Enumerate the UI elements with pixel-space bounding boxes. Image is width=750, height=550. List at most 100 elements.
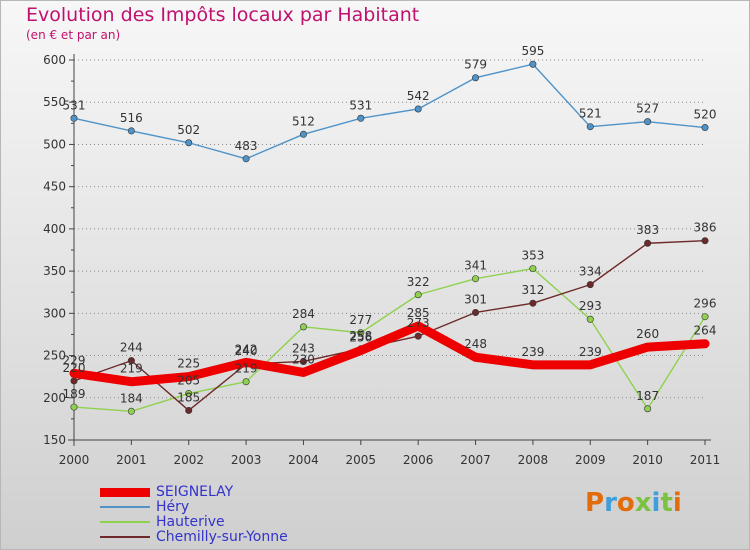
series-seignelay-data-label: 256 bbox=[349, 330, 372, 344]
logo-letter: r bbox=[604, 488, 617, 518]
logo-letter: x bbox=[634, 488, 652, 518]
series-hauterive-point bbox=[644, 405, 652, 413]
series-chemilly-sur-yonne-data-label: 185 bbox=[177, 390, 200, 404]
x-tick-label: 2009 bbox=[575, 453, 606, 467]
series-hauterive-data-label: 293 bbox=[579, 299, 602, 313]
series-chemilly-sur-yonne-point bbox=[586, 281, 594, 289]
legend-swatch bbox=[100, 488, 150, 497]
series-chemilly-sur-yonne-data-label: 334 bbox=[579, 265, 602, 279]
series-hauterive-point bbox=[242, 378, 250, 386]
x-tick-label: 2006 bbox=[403, 453, 434, 467]
series-hauterive-data-label: 205 bbox=[177, 374, 200, 388]
series-seignelay-data-label: 225 bbox=[177, 357, 200, 371]
series-seignelay-data-label: 239 bbox=[521, 345, 544, 359]
series-h-ry-point bbox=[586, 123, 594, 131]
series-h-ry-point bbox=[70, 114, 78, 122]
legend-swatch bbox=[100, 536, 150, 538]
series-chemilly-sur-yonne-line bbox=[73, 240, 706, 412]
series-h-ry-data-label: 542 bbox=[407, 89, 430, 103]
logo-letter: i bbox=[672, 488, 682, 518]
series-h-ry-data-label: 516 bbox=[120, 111, 143, 125]
series-h-ry-point bbox=[414, 105, 422, 113]
series-chemilly-sur-yonne-point bbox=[127, 357, 135, 365]
x-tick-label: 2002 bbox=[173, 453, 204, 467]
y-tick-label: 400 bbox=[43, 222, 66, 236]
series-seignelay-line bbox=[69, 321, 710, 387]
series-h-ry-point bbox=[127, 127, 135, 135]
series-chemilly-sur-yonne-data-label: 386 bbox=[694, 221, 717, 235]
series-h-ry-point bbox=[299, 130, 307, 138]
series-hauterive-data-label: 341 bbox=[464, 259, 487, 273]
series-hauterive-point bbox=[586, 315, 594, 323]
series-lines bbox=[69, 60, 710, 415]
y-tick-label: 350 bbox=[43, 264, 66, 278]
series-h-ry-data-label: 531 bbox=[349, 98, 372, 112]
series-hauterive-data-label: 296 bbox=[694, 297, 717, 311]
logo-letter: P bbox=[585, 488, 605, 518]
series-hauterive-point bbox=[127, 407, 135, 415]
series-chemilly-sur-yonne-data-label: 240 bbox=[235, 344, 258, 358]
series-h-ry-data-label: 521 bbox=[579, 107, 602, 121]
series-hauterive-point bbox=[472, 275, 480, 283]
series-chemilly-sur-yonne-point bbox=[299, 357, 307, 365]
series-hauterive-line bbox=[73, 267, 706, 412]
legend-swatch bbox=[100, 521, 150, 523]
y-tick-label: 450 bbox=[43, 180, 66, 194]
series-seignelay-data-label: 248 bbox=[464, 337, 487, 351]
series-chemilly-sur-yonne-data-label: 273 bbox=[407, 316, 430, 330]
legend-label: SEIGNELAY bbox=[156, 484, 234, 500]
series-hauterive-point bbox=[70, 403, 78, 411]
series-chemilly-sur-yonne-point bbox=[701, 237, 709, 245]
y-tick-label: 500 bbox=[43, 137, 66, 151]
series-seignelay-data-label: 219 bbox=[120, 362, 143, 376]
series-h-ry-data-label: 531 bbox=[63, 98, 86, 112]
series-h-ry-point bbox=[472, 74, 480, 82]
series-seignelay-data-label: 285 bbox=[407, 306, 430, 320]
x-tick-label: 2010 bbox=[632, 453, 663, 467]
series-chemilly-sur-yonne-data-label: 243 bbox=[292, 341, 315, 355]
series-seignelay-data-label: 229 bbox=[63, 353, 86, 367]
x-tick-label: 2007 bbox=[460, 453, 491, 467]
series-seignelay-data-label: 239 bbox=[579, 345, 602, 359]
logo-letter: t bbox=[660, 488, 673, 518]
y-tick-label: 550 bbox=[43, 95, 66, 109]
series-chemilly-sur-yonne-point bbox=[70, 377, 78, 385]
series-h-ry-data-label: 579 bbox=[464, 58, 487, 72]
legend-label: Héry bbox=[156, 499, 190, 515]
series-hauterive-data-label: 284 bbox=[292, 307, 315, 321]
x-tick-label: 2000 bbox=[59, 453, 90, 467]
series-seignelay-data-label: 264 bbox=[694, 324, 717, 338]
series-chemilly-sur-yonne-point bbox=[472, 308, 480, 316]
y-tick-label: 300 bbox=[43, 306, 66, 320]
series-chemilly-sur-yonne-point bbox=[414, 332, 422, 340]
series-h-ry-point bbox=[701, 124, 709, 132]
series-h-ry-point bbox=[185, 139, 193, 147]
proxiti-logo: Proxiti bbox=[585, 488, 682, 518]
series-hauterive-data-label: 353 bbox=[521, 249, 544, 263]
series-h-ry-data-label: 502 bbox=[177, 123, 200, 137]
series-chemilly-sur-yonne-point bbox=[644, 239, 652, 247]
series-hauterive-data-label: 189 bbox=[63, 387, 86, 401]
y-tick-label: 250 bbox=[43, 349, 66, 363]
series-h-ry-point bbox=[529, 60, 537, 68]
series-chemilly-sur-yonne-point bbox=[185, 406, 193, 414]
series-chemilly-sur-yonne-data-label: 258 bbox=[349, 329, 372, 343]
series-seignelay-data-label: 260 bbox=[636, 327, 659, 341]
series-h-ry-data-label: 595 bbox=[521, 44, 544, 58]
grid-lines bbox=[74, 59, 705, 441]
series-seignelay-data-label: 242 bbox=[235, 342, 258, 356]
series-hauterive-point bbox=[185, 390, 193, 398]
series-chemilly-sur-yonne-data-label: 244 bbox=[120, 341, 143, 355]
y-tick-label: 150 bbox=[43, 433, 66, 447]
y-tick-label: 200 bbox=[43, 391, 66, 405]
series-h-ry-data-label: 527 bbox=[636, 102, 659, 116]
series-h-ry-point bbox=[242, 155, 250, 163]
series-hauterive-data-label: 219 bbox=[235, 362, 258, 376]
series-hauterive-point bbox=[414, 291, 422, 299]
x-tick-label: 2004 bbox=[288, 453, 319, 467]
logo-letter: o bbox=[616, 488, 635, 518]
x-tick-label: 2011 bbox=[690, 453, 721, 467]
series-hauterive-point bbox=[529, 265, 537, 273]
